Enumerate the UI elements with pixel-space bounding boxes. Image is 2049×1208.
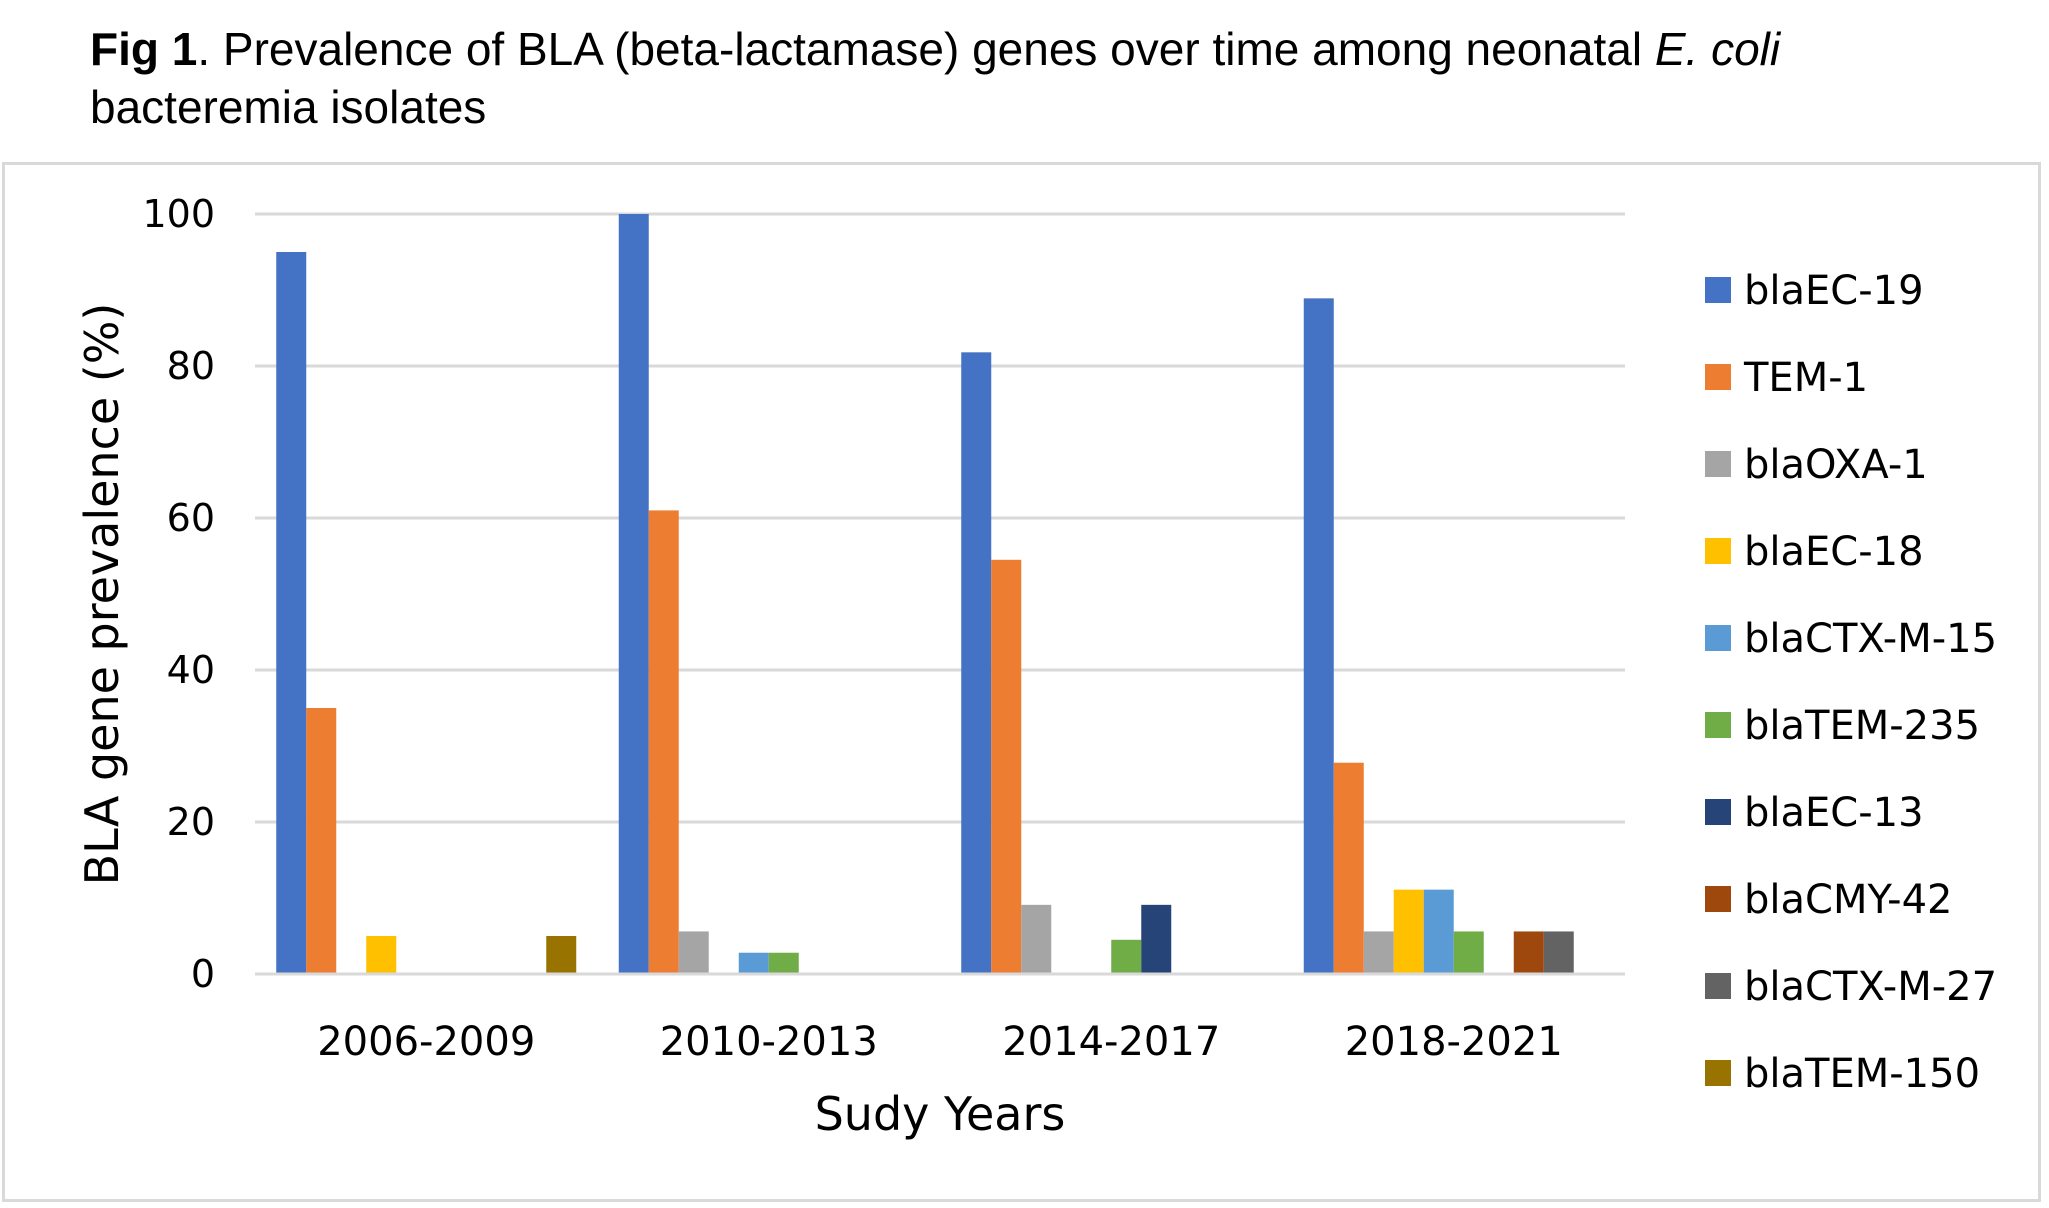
bar xyxy=(306,708,337,974)
legend-item: blaTEM-150 xyxy=(1705,1051,1980,1097)
bar xyxy=(546,936,577,974)
legend-label: TEM-1 xyxy=(1743,355,1868,401)
caption-organism: E. coli xyxy=(1654,23,1781,75)
y-tick-label: 100 xyxy=(142,192,215,236)
legend-item: blaEC-19 xyxy=(1705,268,1924,314)
caption-text-end: bacteremia isolates xyxy=(90,81,487,133)
legend-swatch xyxy=(1705,277,1731,303)
figure-caption: Fig 1. Prevalence of BLA (beta-lactamase… xyxy=(90,20,1990,136)
legend-item: blaEC-18 xyxy=(1705,529,1924,575)
bar xyxy=(1393,889,1424,974)
legend-label: blaOXA-1 xyxy=(1744,442,1928,488)
bar xyxy=(738,952,769,974)
bar xyxy=(768,952,799,974)
legend-label: blaEC-18 xyxy=(1744,529,1924,575)
bars xyxy=(276,214,1574,974)
caption-text: . Prevalence of BLA (beta-lactamase) gen… xyxy=(197,23,1655,75)
legend-swatch xyxy=(1705,364,1731,390)
x-category-label: 2018-2021 xyxy=(1345,1019,1563,1065)
legend-swatch xyxy=(1705,973,1731,999)
bar xyxy=(618,214,649,974)
legend: blaEC-19 TEM-1 blaOXA-1 blaEC-18 blaCTX-M-15… xyxy=(1705,268,1997,1097)
legend-label: blaCTX-M-15 xyxy=(1744,616,1997,662)
x-category-label: 2014-2017 xyxy=(1002,1019,1220,1065)
bar xyxy=(1333,762,1364,974)
legend-label: blaTEM-150 xyxy=(1744,1051,1980,1097)
x-axis-title: Sudy Years xyxy=(815,1087,1066,1141)
bar xyxy=(648,510,679,974)
legend-item: TEM-1 xyxy=(1705,355,1868,401)
y-tick-label: 60 xyxy=(167,496,215,540)
legend-label: blaTEM-235 xyxy=(1744,703,1980,749)
legend-swatch xyxy=(1705,451,1731,477)
legend-swatch xyxy=(1705,1060,1731,1086)
legend-item: blaTEM-235 xyxy=(1705,703,1980,749)
bar xyxy=(1423,889,1454,974)
bar xyxy=(678,931,709,974)
y-axis-title: BLA gene prevalence (%) xyxy=(75,303,129,886)
x-axis-categories: 2006-2009 2010-2013 2014-2017 2018-2021 xyxy=(317,1019,1563,1065)
bar xyxy=(961,352,992,974)
legend-item: blaCMY-42 xyxy=(1705,877,1952,923)
bar xyxy=(366,936,397,974)
legend-swatch xyxy=(1705,886,1731,912)
y-tick-label: 80 xyxy=(167,344,215,388)
legend-label: blaEC-19 xyxy=(1744,268,1924,314)
bar xyxy=(991,559,1022,974)
bar xyxy=(1453,931,1484,974)
bar xyxy=(1303,298,1334,974)
legend-swatch xyxy=(1705,538,1731,564)
bar xyxy=(1141,904,1172,974)
legend-label: blaEC-13 xyxy=(1744,790,1924,836)
bar xyxy=(1543,931,1574,974)
legend-swatch xyxy=(1705,712,1731,738)
legend-swatch xyxy=(1705,799,1731,825)
bar xyxy=(276,252,307,974)
gridlines xyxy=(255,212,1625,824)
legend-item: blaCTX-M-15 xyxy=(1705,616,1997,662)
bar xyxy=(1111,939,1142,974)
y-tick-label: 0 xyxy=(191,952,215,996)
bar xyxy=(1021,904,1052,974)
x-category-label: 2010-2013 xyxy=(660,1019,878,1065)
legend-item: blaCTX-M-27 xyxy=(1705,964,1997,1010)
y-tick-label: 40 xyxy=(167,648,215,692)
legend-swatch xyxy=(1705,625,1731,651)
x-category-label: 2006-2009 xyxy=(317,1019,535,1065)
y-axis-ticks: 0 20 40 60 80 100 xyxy=(142,192,215,996)
figure-label: Fig 1 xyxy=(90,23,198,75)
y-tick-label: 20 xyxy=(167,800,215,844)
bar xyxy=(1363,931,1394,974)
legend-item: blaOXA-1 xyxy=(1705,442,1928,488)
legend-label: blaCMY-42 xyxy=(1744,877,1952,923)
legend-item: blaEC-13 xyxy=(1705,790,1924,836)
bar xyxy=(1513,931,1544,974)
legend-label: blaCTX-M-27 xyxy=(1744,964,1997,1010)
chart-frame xyxy=(2,162,2041,1202)
